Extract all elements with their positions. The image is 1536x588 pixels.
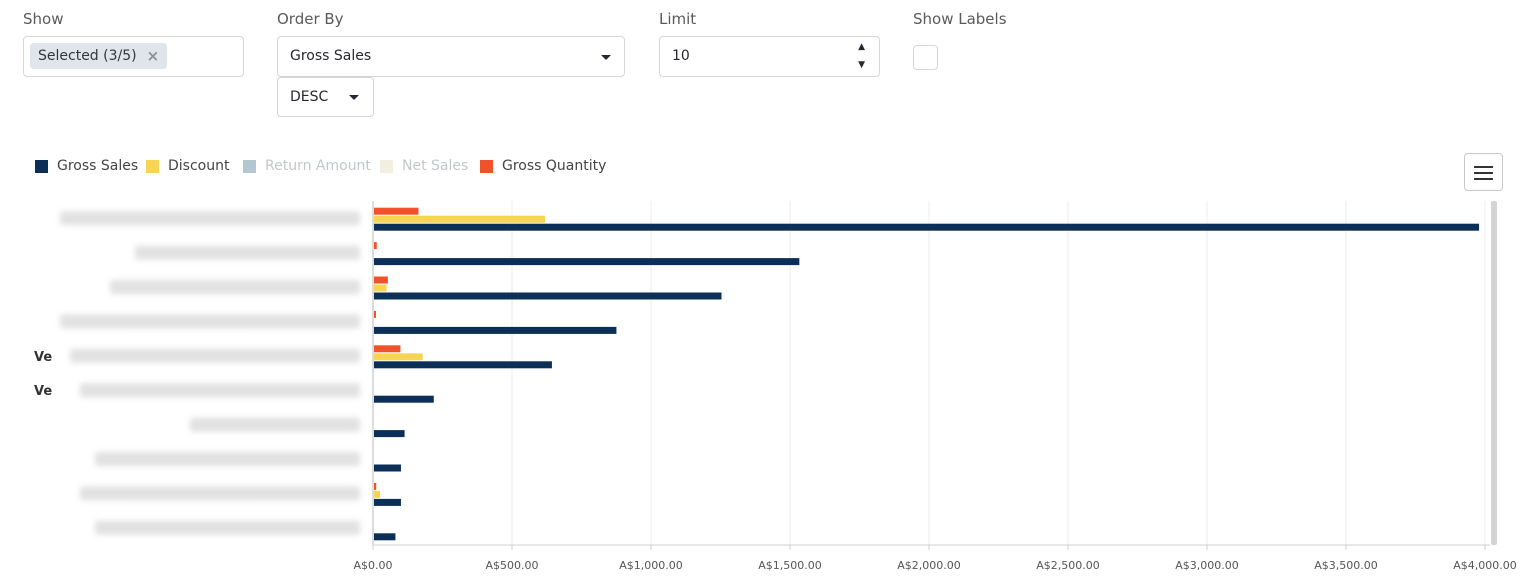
legend-swatch: [480, 159, 493, 173]
x-tick-label: A$2,500.00: [1036, 559, 1100, 572]
x-tick-label: A$1,000.00: [619, 559, 683, 572]
category-label-obscured: [70, 348, 360, 363]
order-by-value: Gross Sales: [290, 48, 372, 64]
bar-gross-sales[interactable]: [374, 464, 401, 472]
bar-gross-sales[interactable]: [374, 498, 401, 506]
category-label-obscured: [80, 383, 360, 398]
menu-icon-bar: [1474, 172, 1493, 174]
category-label-obscured: [60, 314, 360, 329]
menu-icon: [1474, 166, 1493, 168]
bar-gross-sales[interactable]: [374, 361, 552, 369]
show-multiselect[interactable]: Selected (3/5) ×: [23, 36, 244, 77]
chevron-down-icon: [601, 55, 611, 60]
category-label-obscured: [60, 211, 360, 226]
show-labels-label: Show Labels: [913, 10, 1007, 28]
category-label-fragment: Ve: [34, 350, 52, 365]
order-by-label: Order By: [277, 10, 344, 28]
legend-swatch: [380, 159, 393, 173]
selected-tag: Selected (3/5) ×: [30, 43, 168, 69]
remove-tag-icon[interactable]: ×: [146, 47, 160, 65]
x-tick-label: A$4,000.00: [1453, 559, 1517, 572]
chart-menu-button[interactable]: [1464, 153, 1503, 191]
legend-item-return-amount[interactable]: Return Amount: [243, 158, 371, 174]
legend-item-gross-sales[interactable]: Gross Sales: [35, 158, 138, 174]
category-label-obscured: [80, 486, 360, 501]
bar-gross-sales[interactable]: [374, 533, 396, 541]
chart-scrollbar[interactable]: [1491, 201, 1497, 545]
show-label: Show: [23, 10, 64, 28]
x-tick-label: A$0.00: [353, 559, 392, 572]
increment-icon[interactable]: ▲: [858, 42, 865, 52]
bar-gross-sales[interactable]: [374, 430, 405, 438]
category-label-fragment: Ve: [34, 384, 52, 399]
legend-label: Net Sales: [402, 158, 469, 174]
selected-tag-label: Selected (3/5): [38, 48, 137, 64]
decrement-icon[interactable]: ▼: [858, 60, 865, 70]
bar-discount[interactable]: [374, 490, 381, 498]
bar-gross-quantity[interactable]: [374, 482, 377, 490]
bar-gross-quantity[interactable]: [374, 276, 388, 284]
order-direction-select[interactable]: DESC: [277, 77, 374, 117]
bar-gross-quantity[interactable]: [374, 207, 419, 215]
show-labels-checkbox[interactable]: [913, 45, 938, 70]
x-tick-label: A$1,500.00: [758, 559, 822, 572]
legend-swatch: [243, 159, 256, 173]
category-label-obscured: [135, 245, 360, 260]
order-by-select[interactable]: Gross Sales: [277, 36, 625, 77]
bar-gross-sales[interactable]: [374, 223, 1480, 231]
legend-label: Gross Quantity: [502, 158, 607, 174]
order-direction-value: DESC: [290, 89, 329, 105]
bar-gross-sales[interactable]: [374, 326, 617, 334]
legend-item-gross-quantity[interactable]: Gross Quantity: [480, 158, 606, 174]
legend-label: Return Amount: [265, 158, 371, 174]
bar-discount[interactable]: [374, 353, 423, 361]
menu-icon-bar: [1474, 178, 1493, 180]
bar-discount[interactable]: [374, 215, 545, 223]
limit-number-input[interactable]: 10 ▲ ▼: [659, 36, 880, 77]
category-label-obscured: [95, 520, 360, 535]
bar-gross-sales[interactable]: [374, 395, 434, 403]
legend-item-discount[interactable]: Discount: [146, 158, 229, 174]
legend-label: Discount: [168, 158, 230, 174]
bar-gross-quantity[interactable]: [374, 310, 376, 318]
x-tick-label: A$500.00: [485, 559, 538, 572]
bar-gross-quantity[interactable]: [374, 345, 401, 353]
legend-swatch: [146, 159, 159, 173]
chevron-down-icon: [349, 95, 359, 100]
legend-item-net-sales[interactable]: Net Sales: [380, 158, 468, 174]
bar-gross-sales[interactable]: [374, 258, 800, 266]
category-label-obscured: [95, 452, 360, 466]
bar-discount[interactable]: [374, 284, 387, 292]
limit-value: 10: [672, 48, 690, 64]
bar-gross-quantity[interactable]: [374, 242, 377, 250]
legend-label: Gross Sales: [57, 158, 139, 174]
x-tick-label: A$3,500.00: [1314, 559, 1378, 572]
category-label-obscured: [190, 417, 360, 432]
limit-label: Limit: [659, 10, 697, 28]
category-label-obscured: [110, 280, 360, 294]
bar-gross-sales[interactable]: [374, 292, 722, 300]
x-tick-label: A$3,000.00: [1175, 559, 1239, 572]
legend-swatch: [35, 159, 48, 173]
x-tick-label: A$2,000.00: [897, 559, 961, 572]
